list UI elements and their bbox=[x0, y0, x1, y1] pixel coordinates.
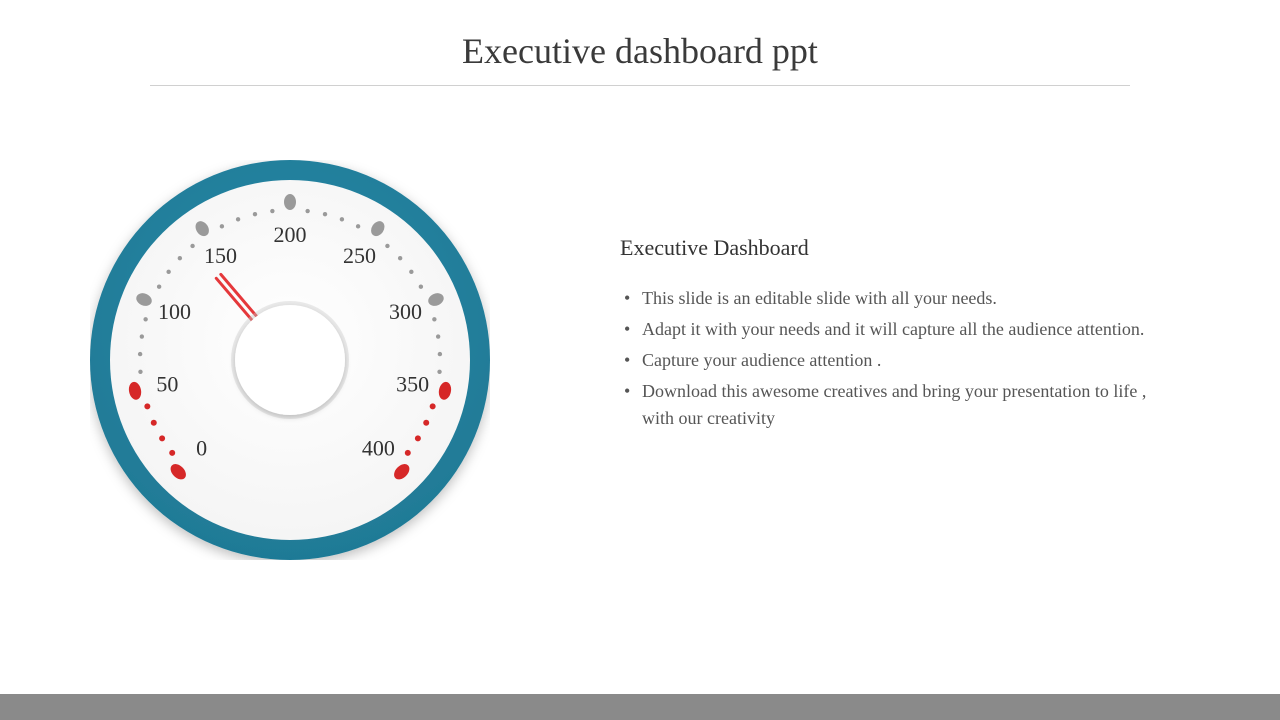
list-item: Capture your audience attention . bbox=[620, 347, 1180, 374]
page-title: Executive dashboard ppt bbox=[0, 30, 1280, 72]
section-heading: Executive Dashboard bbox=[620, 235, 1180, 261]
list-item: Download this awesome creatives and brin… bbox=[620, 378, 1180, 432]
svg-text:0: 0 bbox=[196, 435, 207, 460]
gauge-svg: 0 50 100 150 200 250 300 350 400 bbox=[90, 160, 490, 560]
bullet-list: This slide is an editable slide with all… bbox=[620, 285, 1180, 432]
gauge-chart: 0 50 100 150 200 250 300 350 400 bbox=[90, 160, 490, 560]
svg-text:250: 250 bbox=[343, 243, 376, 268]
list-item: Adapt it with your needs and it will cap… bbox=[620, 316, 1180, 343]
svg-text:350: 350 bbox=[396, 371, 429, 396]
svg-text:50: 50 bbox=[156, 371, 178, 396]
list-item: This slide is an editable slide with all… bbox=[620, 285, 1180, 312]
slide: Executive dashboard ppt 0 50 100 150 200 250 3… bbox=[0, 0, 1280, 720]
svg-text:100: 100 bbox=[158, 299, 191, 324]
svg-text:300: 300 bbox=[389, 299, 422, 324]
svg-text:150: 150 bbox=[204, 243, 237, 268]
svg-text:200: 200 bbox=[274, 222, 307, 247]
footer-bar bbox=[0, 694, 1280, 720]
svg-text:400: 400 bbox=[362, 435, 395, 460]
title-rule bbox=[150, 85, 1130, 86]
content-block: Executive Dashboard This slide is an edi… bbox=[620, 235, 1180, 436]
